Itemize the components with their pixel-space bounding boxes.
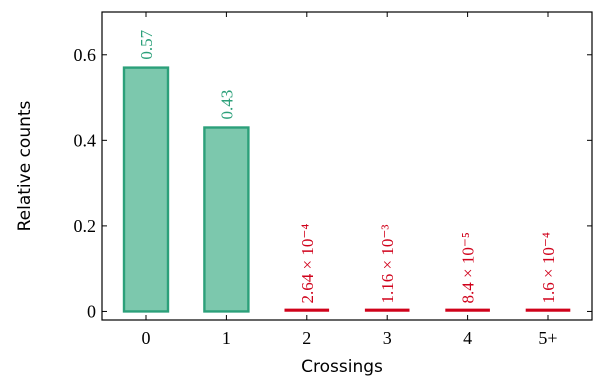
- y-tick-label: 0.6: [74, 45, 97, 65]
- bar-value-label: 0.57: [137, 29, 156, 59]
- bar-value-label: 2.64 × 10⁻⁴: [298, 224, 317, 304]
- bar: [203, 126, 250, 313]
- y-axis: 0 0.2 0.4 0.6: [74, 45, 592, 321]
- x-axis-label: Crossings: [301, 357, 383, 377]
- bar-value-label: 1.6 × 10⁻⁴: [539, 232, 558, 303]
- x-tick-label: 2: [302, 328, 311, 348]
- bar: [445, 308, 490, 312]
- bars: [122, 66, 571, 313]
- x-tick-label: 0: [142, 328, 151, 348]
- bar: [364, 308, 410, 312]
- x-tick-label: 5+: [538, 328, 557, 348]
- x-tick-label: 4: [463, 328, 472, 348]
- data-labels: 0.57 0.43 2.64 × 10⁻⁴ 1.16 × 10⁻³ 8.4 × 10⁻⁵…: [137, 29, 558, 303]
- plot-area-frame: [101, 11, 593, 321]
- bar: [122, 66, 170, 313]
- y-axis-label: Relative counts: [15, 100, 35, 231]
- x-axis: 0 1 2 3 4 5+: [142, 12, 558, 348]
- bar: [525, 308, 571, 312]
- y-tick-label: 0.4: [74, 130, 97, 150]
- bar-value-label: 1.16 × 10⁻³: [378, 225, 397, 304]
- x-tick-label: 1: [222, 328, 231, 348]
- bar: [284, 308, 330, 312]
- y-tick-label: 0.2: [74, 216, 97, 236]
- x-tick-label: 3: [383, 328, 392, 348]
- y-tick-label: 0: [87, 301, 96, 321]
- bar-value-label: 0.43: [217, 90, 236, 120]
- bar-value-label: 8.4 × 10⁻⁵: [459, 232, 478, 303]
